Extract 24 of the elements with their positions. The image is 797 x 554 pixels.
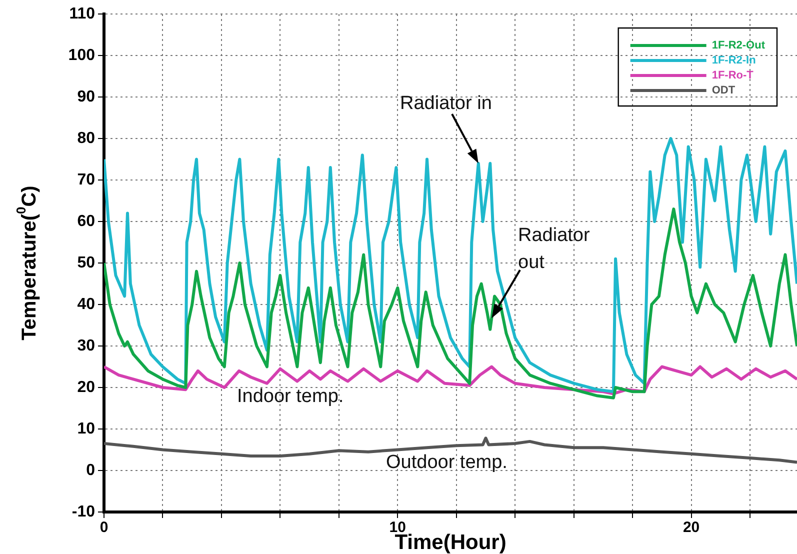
text: 1F-R2-In (712, 54, 756, 67)
y-tick-label: 90 (77, 88, 96, 106)
y-tick-label: 50 (77, 254, 96, 272)
x-tick-label: 20 (682, 519, 700, 536)
y-tick-label: 60 (77, 212, 96, 230)
y-tick-label: 0 (86, 462, 96, 479)
y-axis-title: Temperature(0C) (14, 186, 41, 340)
y-tick-label: 70 (77, 171, 96, 188)
annotation: Radiator out (518, 225, 590, 274)
y-tick-label: 20 (77, 378, 96, 396)
y-tick-label: 110 (69, 5, 96, 22)
y-tick-label: 30 (77, 337, 96, 354)
y-tick-label: 100 (68, 46, 96, 64)
y-tick-label: -10 (72, 503, 96, 520)
annotation: Radiator in (400, 93, 492, 114)
text: 1F-R2-Out (712, 40, 766, 52)
text: 1F-Ro-T (712, 70, 754, 82)
y-tick-label: 40 (77, 296, 96, 313)
y-tick-label: 10 (77, 420, 96, 438)
y-tick-label: 80 (77, 130, 96, 147)
annotation: Outdoor temp. (386, 452, 508, 474)
text: ODT (712, 84, 736, 97)
annotation: Indoor temp. (237, 386, 344, 408)
x-tick-label: 0 (100, 519, 108, 536)
